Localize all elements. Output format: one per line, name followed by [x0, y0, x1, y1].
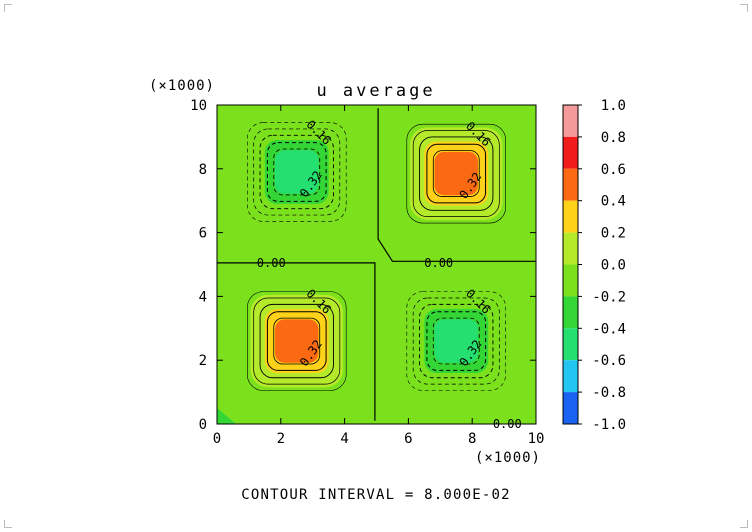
colorbar-band — [563, 168, 578, 201]
colorbar-tick-label: -0.6 — [592, 353, 626, 369]
colorbar-tick-label: -1.0 — [592, 417, 626, 433]
axes: 0 2 4 6 8 10 0 2 4 6 8 10 — [190, 98, 544, 447]
contour-line — [253, 128, 341, 216]
contour-line — [259, 303, 334, 379]
zero-contour-label: 0.00 — [257, 256, 286, 270]
colorbar-tick-label: -0.4 — [592, 321, 626, 337]
contour-line — [412, 130, 500, 218]
corner-mark-top-right — [740, 4, 748, 12]
y-tick-label: 0 — [199, 417, 207, 433]
x-tick-label: 10 — [528, 431, 545, 447]
contour-line — [419, 303, 494, 379]
cell-core-band — [283, 158, 311, 186]
colorbar-band — [563, 392, 578, 424]
contour-field — [217, 105, 536, 424]
colorbar-band — [563, 232, 578, 265]
contour-line — [412, 297, 500, 385]
cell-core-band — [283, 327, 311, 355]
y-tick-label: 10 — [190, 98, 207, 114]
contour-line — [426, 143, 487, 204]
colorbar-band — [563, 105, 578, 137]
colorbar-band — [563, 200, 578, 233]
contour-line — [406, 291, 506, 391]
vortex-cell-lower-right — [409, 294, 503, 388]
colorbar-tick-label: -0.8 — [592, 385, 626, 401]
contour-line — [253, 297, 341, 385]
contour-line — [273, 317, 321, 365]
y-tick-label: 6 — [199, 226, 207, 242]
contour-line — [266, 142, 327, 202]
x-tick-label: 8 — [468, 431, 476, 447]
zero-contour-label: 0.00 — [493, 417, 522, 431]
colorbar: 1.0 0.8 0.6 0.4 0.2 0.0 -0.2 -0.4 -0.6 -0.8 -1.0 — [562, 98, 626, 433]
colorbar-tick-label: 0.8 — [601, 130, 626, 146]
colorbar-tick-label: -0.2 — [592, 289, 626, 305]
contour-line — [432, 317, 480, 365]
corner-mark-bottom-right — [740, 520, 748, 528]
plot-frame — [216, 104, 537, 425]
mid-boundary-band — [217, 261, 377, 268]
contour-line — [247, 291, 347, 391]
x-tick-label: 2 — [277, 431, 285, 447]
zero-contour-label: 0.00 — [424, 256, 453, 270]
vortex-cell-upper-left — [250, 125, 344, 219]
y-tick-label: 4 — [199, 289, 207, 305]
y-tick-label: 8 — [199, 162, 207, 178]
x-tick-label: 4 — [340, 431, 348, 447]
contour-line — [406, 123, 506, 224]
contour-line — [432, 150, 480, 197]
vortex-cell-lower-left — [250, 294, 344, 388]
colorbar-band — [563, 136, 578, 169]
contour-lines — [217, 108, 536, 421]
contour-line — [266, 311, 327, 371]
colorbar-tick-label: 0.0 — [601, 258, 626, 274]
contour-interval-footer: CONTOUR INTERVAL = 8.000E-02 — [241, 487, 511, 503]
contour-line — [419, 136, 494, 211]
corner-patch — [217, 408, 237, 424]
contour-line — [259, 134, 334, 210]
colorbar-band — [563, 296, 578, 329]
contour-line — [273, 148, 321, 196]
y-tick-label: 2 — [199, 353, 207, 369]
cell-core-band — [442, 160, 470, 188]
x-tick-label: 6 — [404, 431, 412, 447]
corner-mark-bottom-left — [4, 520, 12, 528]
colorbar-tick-label: 0.4 — [601, 194, 626, 210]
y-axis-multiplier: (×1000) — [149, 78, 215, 94]
x-axis-multiplier: (×1000) — [475, 450, 541, 466]
contour-line — [247, 122, 347, 222]
colorbar-tick-label: 1.0 — [601, 98, 626, 114]
corner-mark-top-left — [4, 4, 12, 12]
colorbar-band — [563, 328, 578, 361]
vortex-cell-upper-right — [409, 127, 503, 220]
colorbar-tick-label: 0.2 — [601, 226, 626, 242]
colorbar-tick-label: 0.6 — [601, 162, 626, 178]
chart-title: u average — [316, 81, 435, 101]
contour-line — [426, 311, 487, 371]
x-tick-label: 0 — [213, 431, 221, 447]
zero-contour-line — [217, 108, 536, 421]
colorbar-band — [563, 264, 578, 297]
colorbar-band — [563, 360, 578, 393]
cell-core-band — [442, 327, 470, 355]
